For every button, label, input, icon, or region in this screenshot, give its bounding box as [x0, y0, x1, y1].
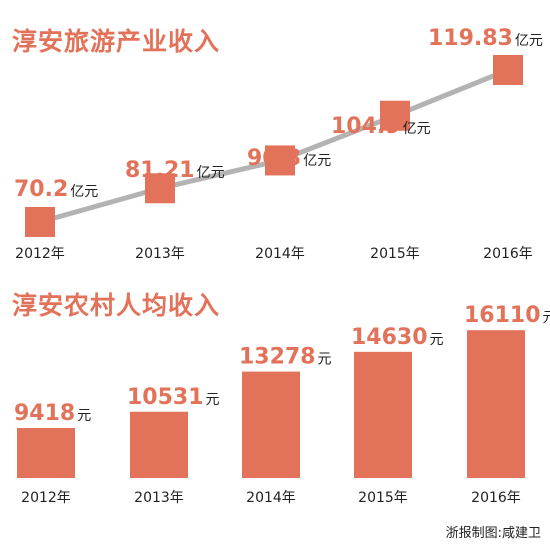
- x-tick-label: 2014年: [246, 490, 296, 506]
- x-tick-label: 2012年: [21, 490, 71, 506]
- data-label: 119.83 亿元: [428, 26, 543, 51]
- data-label: 90.3 亿元: [247, 146, 331, 171]
- x-tick-label: 2015年: [370, 246, 420, 262]
- data-label: 81.21 亿元: [125, 158, 225, 183]
- income-chart-title: 淳安农村人均收入: [12, 291, 220, 320]
- data-point: [493, 55, 523, 85]
- data-label: 13278 元: [239, 345, 332, 370]
- tourism-line-chart: 70.2 亿元 2012年 81.21 亿元 2013年 90.3 亿元 2014年 104.9 亿…: [14, 26, 543, 262]
- data-label: 16110 元: [464, 303, 550, 328]
- bar: [17, 428, 75, 478]
- data-point: [380, 100, 410, 131]
- credit-text: 浙报制图:咸建卫: [446, 526, 541, 541]
- x-tick-label: 2016年: [471, 490, 521, 506]
- data-label: 10531 元: [127, 385, 220, 410]
- data-point: [25, 207, 55, 237]
- tourism-chart-title: 淳安旅游产业收入: [12, 27, 220, 56]
- data-point: [145, 173, 175, 204]
- x-tick-label: 2013年: [135, 246, 185, 262]
- bar: [467, 330, 525, 478]
- data-label: 104.9 亿元: [331, 114, 431, 139]
- x-tick-label: 2016年: [483, 246, 533, 262]
- data-label: 70.2 亿元: [14, 177, 98, 202]
- x-tick-label: 2012年: [15, 246, 65, 262]
- bar: [354, 351, 412, 478]
- data-label: 9418 元: [14, 401, 91, 426]
- bar: [242, 371, 300, 478]
- income-bar-chart: 9418 元 2012年 10531 元 2013年 13278 元 2014年 14630 元 20…: [14, 303, 550, 506]
- bar: [130, 411, 188, 478]
- x-tick-label: 2014年: [255, 246, 305, 262]
- data-label: 14630 元: [351, 325, 444, 350]
- x-tick-label: 2015年: [358, 490, 408, 506]
- data-point: [265, 145, 295, 176]
- x-tick-label: 2013年: [134, 490, 184, 506]
